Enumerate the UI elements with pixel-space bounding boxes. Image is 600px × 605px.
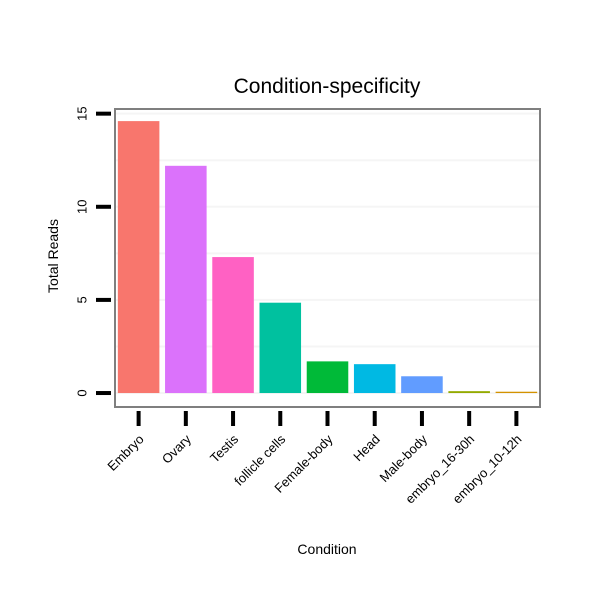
bar-testis [212, 257, 254, 394]
bar-follicle-cells [259, 302, 302, 394]
bar-embryo [117, 121, 160, 394]
x-axis-label: Condition [297, 541, 356, 557]
chart-title: Condition-specificity [234, 75, 421, 98]
x-tick-label: Testis [207, 431, 241, 465]
y-axis: 0 5 10 15 [75, 106, 111, 397]
bar-head [353, 364, 396, 394]
bar-male-body [401, 376, 443, 394]
y-tick-label: 0 [75, 389, 90, 396]
y-tick-label: 10 [75, 200, 90, 214]
bar-embryo-10-12h [495, 391, 538, 394]
y-tick-label: 15 [75, 106, 90, 120]
y-axis-label: Total Reads [45, 219, 61, 293]
bars [117, 121, 538, 394]
panel-border [114, 108, 541, 408]
x-tick-label: Embryo [104, 432, 146, 474]
x-tick-label: Head [350, 432, 383, 465]
x-tick-label: Ovary [159, 431, 194, 466]
bar-female-body [306, 361, 349, 394]
bar-embryo-16-30h [448, 391, 490, 394]
bar-ovary [165, 165, 207, 394]
y-tick-label: 5 [75, 296, 90, 303]
